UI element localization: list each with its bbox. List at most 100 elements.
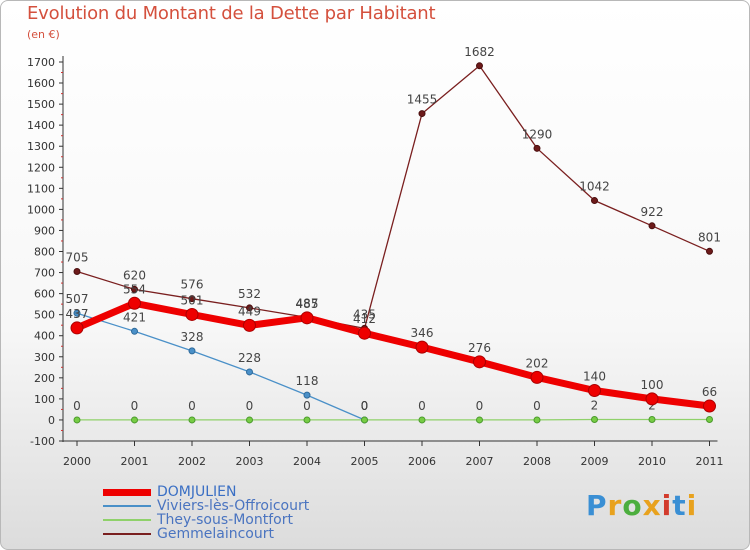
- data-point-domjulien: [358, 326, 371, 340]
- data-label-gemmelaincourt: 620: [123, 268, 146, 282]
- data-label-domjulien: 66: [702, 385, 717, 399]
- data-point-they-sous-montfort: [648, 416, 656, 424]
- legend-item: Gemmelaincourt: [103, 527, 309, 541]
- y-tick-label: 1500: [27, 98, 55, 111]
- data-label-they-sous-montfort: 0: [533, 399, 541, 413]
- y-tick-label: 0: [48, 414, 55, 427]
- data-label-they-sous-montfort: 0: [131, 399, 139, 413]
- data-point-domjulien: [185, 307, 199, 321]
- data-label-domjulien: 554: [123, 282, 146, 296]
- y-tick-label: 900: [34, 224, 55, 237]
- data-point-gemmelaincourt: [73, 268, 81, 276]
- data-point-gemmelaincourt: [418, 110, 426, 118]
- data-label-domjulien: 412: [353, 312, 376, 326]
- data-label-domjulien: 276: [468, 341, 491, 355]
- x-tick-label: 2002: [178, 455, 206, 468]
- data-point-gemmelaincourt: [591, 197, 598, 205]
- data-point-viviers-les-offroicourt: [246, 368, 253, 376]
- data-point-domjulien: [530, 370, 544, 384]
- data-label-gemmelaincourt: 1455: [407, 93, 438, 107]
- data-label-they-sous-montfort: 0: [73, 399, 81, 413]
- data-point-domjulien: [473, 355, 486, 369]
- data-label-domjulien: 100: [641, 378, 664, 392]
- data-point-gemmelaincourt: [648, 222, 656, 230]
- series-line-gemmelaincourt: [76, 65, 711, 330]
- data-point-gemmelaincourt: [246, 304, 253, 312]
- data-label-domjulien: 485: [296, 297, 319, 311]
- data-point-gemmelaincourt: [533, 144, 541, 152]
- y-tick-label: 300: [34, 351, 55, 364]
- data-label-they-sous-montfort: 0: [303, 399, 311, 413]
- data-point-domjulien: [128, 296, 141, 310]
- y-tick-label: 200: [34, 372, 55, 385]
- data-point-domjulien: [645, 392, 659, 406]
- data-label-they-sous-montfort: 0: [418, 399, 426, 413]
- legend-label: Gemmelaincourt: [157, 526, 274, 542]
- data-point-domjulien: [243, 318, 256, 332]
- data-point-they-sous-montfort: [361, 416, 368, 424]
- y-tick-label: 1200: [27, 161, 55, 174]
- legend-swatch: [103, 488, 151, 496]
- logo-letter: P: [586, 489, 608, 522]
- data-point-domjulien: [703, 399, 716, 413]
- data-point-they-sous-montfort: [246, 416, 253, 424]
- data-label-gemmelaincourt: 801: [698, 230, 721, 244]
- y-tick-label: 800: [34, 246, 55, 259]
- data-label-they-sous-montfort: 0: [246, 399, 254, 413]
- y-tick-label: 500: [34, 309, 55, 322]
- x-tick-label: 2006: [408, 455, 436, 468]
- x-tick-label: 2004: [293, 455, 321, 468]
- data-label-domjulien: 437: [66, 307, 89, 321]
- x-tick-label: 2011: [696, 455, 724, 468]
- data-point-they-sous-montfort: [533, 416, 541, 424]
- x-tick-label: 2007: [466, 455, 494, 468]
- data-label-domjulien: 449: [238, 304, 261, 318]
- data-point-they-sous-montfort: [188, 416, 196, 424]
- data-label-domjulien: 501: [181, 293, 204, 307]
- data-label-viviers-les-offroicourt: 507: [66, 292, 89, 306]
- data-label-they-sous-montfort: 0: [476, 399, 484, 413]
- x-tick-label: 2010: [638, 455, 666, 468]
- data-label-viviers-les-offroicourt: 421: [123, 310, 146, 324]
- x-tick-label: 2008: [523, 455, 551, 468]
- data-point-domjulien: [415, 340, 429, 354]
- data-label-viviers-les-offroicourt: 228: [238, 351, 261, 365]
- data-point-gemmelaincourt: [706, 247, 713, 255]
- logo-letter: i: [661, 489, 673, 522]
- y-tick-label: 700: [34, 267, 55, 280]
- data-label-gemmelaincourt: 1042: [579, 180, 610, 194]
- logo-letter: o: [622, 489, 643, 522]
- legend: DOMJULIEN Viviers-lès-Offroicourt They-sou…: [103, 485, 309, 541]
- data-point-viviers-les-offroicourt: [303, 391, 311, 399]
- data-point-gemmelaincourt: [188, 295, 196, 303]
- data-point-viviers-les-offroicourt: [131, 327, 138, 335]
- y-tick-label: 600: [34, 288, 55, 301]
- data-point-viviers-les-offroicourt: [73, 309, 81, 317]
- data-point-viviers-les-offroicourt: [188, 347, 196, 355]
- y-tick-label: 1600: [27, 77, 55, 90]
- data-point-they-sous-montfort: [418, 416, 426, 424]
- data-label-gemmelaincourt: 1682: [464, 45, 495, 59]
- data-label-gemmelaincourt: 576: [181, 278, 204, 292]
- x-tick-label: 2001: [121, 455, 149, 468]
- y-tick-label: 400: [34, 330, 55, 343]
- logo-letter: r: [607, 489, 623, 522]
- data-label-viviers-les-offroicourt: 0: [361, 399, 369, 413]
- data-point-domjulien: [588, 383, 601, 397]
- data-point-gemmelaincourt: [476, 62, 483, 70]
- data-label-they-sous-montfort: 2: [591, 399, 599, 413]
- data-label-gemmelaincourt: 705: [66, 251, 89, 265]
- logo-letter: i: [686, 489, 698, 522]
- data-label-gemmelaincourt: 487: [296, 296, 319, 310]
- unit-label: (en €): [27, 28, 60, 41]
- data-label-they-sous-montfort: 0: [188, 399, 196, 413]
- legend-item: They-sous-Montfort: [103, 513, 309, 527]
- legend-swatch: [103, 533, 151, 535]
- data-label-gemmelaincourt: 435: [353, 307, 376, 321]
- data-label-gemmelaincourt: 532: [238, 287, 261, 301]
- data-point-they-sous-montfort: [591, 416, 598, 424]
- data-label-they-sous-montfort: 2: [648, 399, 656, 413]
- x-tick-label: 2009: [581, 455, 609, 468]
- data-label-viviers-les-offroicourt: 328: [181, 330, 204, 344]
